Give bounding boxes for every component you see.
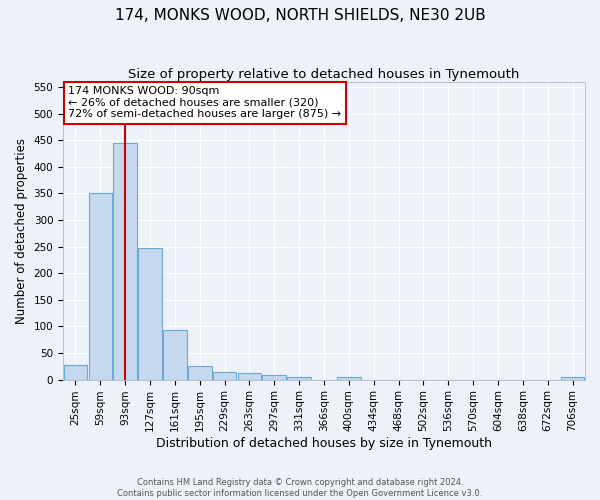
Bar <box>213 372 236 380</box>
Bar <box>64 364 87 380</box>
Bar <box>138 248 162 380</box>
Bar <box>337 377 361 380</box>
Bar <box>113 143 137 380</box>
Bar <box>238 373 261 380</box>
Text: 174 MONKS WOOD: 90sqm
← 26% of detached houses are smaller (320)
72% of semi-det: 174 MONKS WOOD: 90sqm ← 26% of detached … <box>68 86 341 120</box>
Y-axis label: Number of detached properties: Number of detached properties <box>15 138 28 324</box>
Text: Contains HM Land Registry data © Crown copyright and database right 2024.
Contai: Contains HM Land Registry data © Crown c… <box>118 478 482 498</box>
Bar <box>561 378 584 380</box>
Title: Size of property relative to detached houses in Tynemouth: Size of property relative to detached ho… <box>128 68 520 80</box>
Bar <box>188 366 212 380</box>
Text: 174, MONKS WOOD, NORTH SHIELDS, NE30 2UB: 174, MONKS WOOD, NORTH SHIELDS, NE30 2UB <box>115 8 485 22</box>
Bar <box>287 377 311 380</box>
X-axis label: Distribution of detached houses by size in Tynemouth: Distribution of detached houses by size … <box>156 437 492 450</box>
Bar <box>89 194 112 380</box>
Bar <box>163 330 187 380</box>
Bar <box>262 375 286 380</box>
